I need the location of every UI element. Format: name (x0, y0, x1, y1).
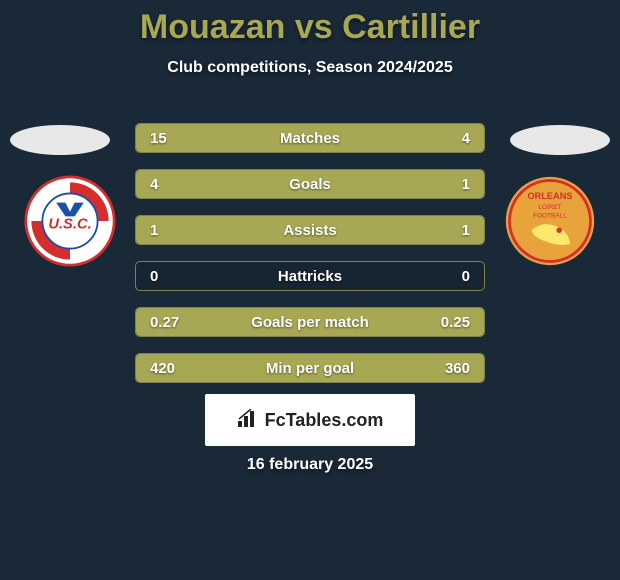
stat-row: 0Hattricks0 (135, 261, 485, 291)
player2-name: Cartillier (342, 8, 480, 46)
stat-label: Hattricks (136, 262, 484, 291)
svg-text:LOIRET: LOIRET (538, 204, 561, 211)
stat-row: 420Min per goal360 (135, 353, 485, 383)
svg-text:FOOTBALL: FOOTBALL (533, 212, 567, 219)
player1-club-badge: U.S.C. (24, 175, 116, 267)
stat-label: Goals per match (136, 308, 484, 337)
stat-row: 4Goals1 (135, 169, 485, 199)
svg-text:ORLEANS: ORLEANS (528, 191, 573, 201)
logo-text: FcTables.com (265, 410, 384, 431)
svg-text:U.S.C.: U.S.C. (48, 216, 91, 232)
stat-row: 0.27Goals per match0.25 (135, 307, 485, 337)
vs-text: vs (295, 8, 333, 46)
page-title: Mouazan vs Cartillier (0, 0, 620, 47)
stat-label: Assists (136, 216, 484, 245)
stat-label: Matches (136, 124, 484, 153)
subtitle: Club competitions, Season 2024/2025 (0, 59, 620, 77)
player2-club-badge: ORLEANS LOIRET FOOTBALL (504, 175, 596, 267)
stats-container: 15Matches44Goals11Assists10Hattricks00.2… (135, 123, 485, 399)
player1-name: Mouazan (140, 8, 285, 46)
stat-value-right: 0.25 (441, 308, 470, 337)
date-text: 16 february 2025 (0, 456, 620, 474)
stat-value-right: 1 (462, 216, 470, 245)
player1-photo-placeholder (10, 125, 110, 155)
stat-value-right: 0 (462, 262, 470, 291)
player2-photo-placeholder (510, 125, 610, 155)
stat-row: 15Matches4 (135, 123, 485, 153)
chart-icon (237, 409, 259, 432)
stat-label: Min per goal (136, 354, 484, 383)
fctables-logo: FcTables.com (205, 394, 415, 446)
stat-value-right: 360 (445, 354, 470, 383)
stat-value-right: 1 (462, 170, 470, 199)
stat-label: Goals (136, 170, 484, 199)
stat-value-right: 4 (462, 124, 470, 153)
stat-row: 1Assists1 (135, 215, 485, 245)
